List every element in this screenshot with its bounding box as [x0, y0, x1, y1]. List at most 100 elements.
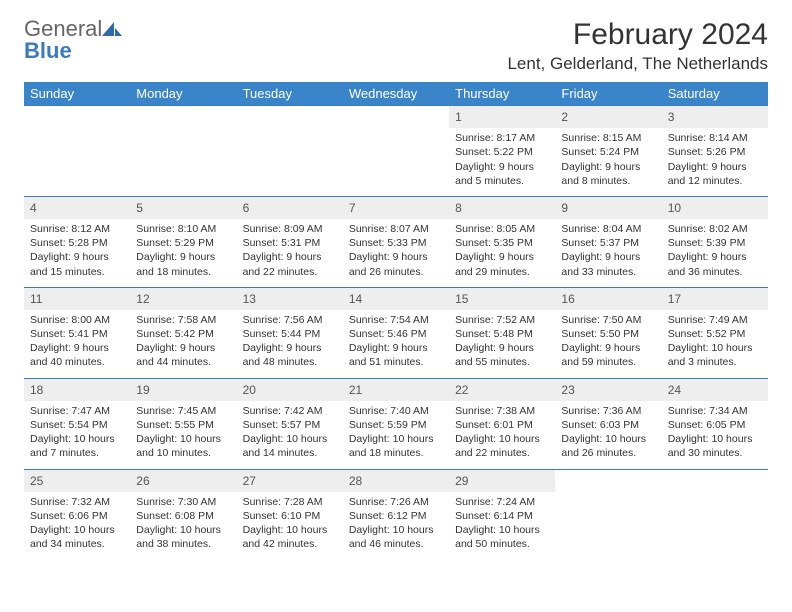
calendar-day-cell: 28Sunrise: 7:26 AMSunset: 6:12 PMDayligh… — [343, 469, 449, 559]
sunrise-text: Sunrise: 8:15 AM — [561, 131, 655, 145]
calendar-week-row: 11Sunrise: 8:00 AMSunset: 5:41 PMDayligh… — [24, 287, 768, 378]
calendar-empty-cell — [237, 106, 343, 197]
day-number: 16 — [555, 288, 661, 310]
daylight-text: Daylight: 10 hours — [561, 432, 655, 446]
sunrise-text: Sunrise: 8:05 AM — [455, 222, 549, 236]
sunrise-text: Sunrise: 7:38 AM — [455, 404, 549, 418]
sunrise-text: Sunrise: 7:52 AM — [455, 313, 549, 327]
day-number: 18 — [24, 379, 130, 401]
daylight-text: and 26 minutes. — [561, 446, 655, 460]
day-body: Sunrise: 8:17 AMSunset: 5:22 PMDaylight:… — [449, 128, 555, 196]
day-number: 11 — [24, 288, 130, 310]
day-number: 14 — [343, 288, 449, 310]
sunrise-text: Sunrise: 7:50 AM — [561, 313, 655, 327]
calendar-day-cell: 19Sunrise: 7:45 AMSunset: 5:55 PMDayligh… — [130, 378, 236, 469]
daylight-text: Daylight: 9 hours — [349, 341, 443, 355]
sunrise-text: Sunrise: 8:02 AM — [668, 222, 762, 236]
sunset-text: Sunset: 5:31 PM — [243, 236, 337, 250]
sunrise-text: Sunrise: 7:49 AM — [668, 313, 762, 327]
day-number: 1 — [449, 106, 555, 128]
sunset-text: Sunset: 6:10 PM — [243, 509, 337, 523]
day-body: Sunrise: 8:09 AMSunset: 5:31 PMDaylight:… — [237, 219, 343, 287]
day-body: Sunrise: 7:47 AMSunset: 5:54 PMDaylight:… — [24, 401, 130, 469]
day-body: Sunrise: 7:36 AMSunset: 6:03 PMDaylight:… — [555, 401, 661, 469]
location-text: Lent, Gelderland, The Netherlands — [507, 54, 768, 74]
day-body: Sunrise: 7:38 AMSunset: 6:01 PMDaylight:… — [449, 401, 555, 469]
sunrise-text: Sunrise: 8:17 AM — [455, 131, 549, 145]
sunset-text: Sunset: 5:29 PM — [136, 236, 230, 250]
sunset-text: Sunset: 6:06 PM — [30, 509, 124, 523]
calendar-day-cell: 7Sunrise: 8:07 AMSunset: 5:33 PMDaylight… — [343, 196, 449, 287]
calendar-empty-cell — [130, 106, 236, 197]
day-header: Wednesday — [343, 82, 449, 106]
calendar-week-row: 4Sunrise: 8:12 AMSunset: 5:28 PMDaylight… — [24, 196, 768, 287]
calendar-day-cell: 2Sunrise: 8:15 AMSunset: 5:24 PMDaylight… — [555, 106, 661, 197]
day-body: Sunrise: 7:56 AMSunset: 5:44 PMDaylight:… — [237, 310, 343, 378]
sunrise-text: Sunrise: 7:34 AM — [668, 404, 762, 418]
day-number: 7 — [343, 197, 449, 219]
daylight-text: Daylight: 9 hours — [243, 250, 337, 264]
day-header: Saturday — [662, 82, 768, 106]
calendar-empty-cell — [343, 106, 449, 197]
daylight-text: and 36 minutes. — [668, 265, 762, 279]
logo-text: General Blue — [24, 18, 122, 62]
day-number: 24 — [662, 379, 768, 401]
sunrise-text: Sunrise: 7:40 AM — [349, 404, 443, 418]
calendar-day-cell: 9Sunrise: 8:04 AMSunset: 5:37 PMDaylight… — [555, 196, 661, 287]
daylight-text: and 3 minutes. — [668, 355, 762, 369]
daylight-text: and 12 minutes. — [668, 174, 762, 188]
daylight-text: Daylight: 9 hours — [30, 341, 124, 355]
day-body: Sunrise: 8:05 AMSunset: 5:35 PMDaylight:… — [449, 219, 555, 287]
calendar-day-cell: 24Sunrise: 7:34 AMSunset: 6:05 PMDayligh… — [662, 378, 768, 469]
calendar-day-cell: 29Sunrise: 7:24 AMSunset: 6:14 PMDayligh… — [449, 469, 555, 559]
calendar-day-cell: 13Sunrise: 7:56 AMSunset: 5:44 PMDayligh… — [237, 287, 343, 378]
sunrise-text: Sunrise: 7:24 AM — [455, 495, 549, 509]
day-number: 4 — [24, 197, 130, 219]
sunset-text: Sunset: 5:28 PM — [30, 236, 124, 250]
daylight-text: Daylight: 10 hours — [243, 432, 337, 446]
sunset-text: Sunset: 5:24 PM — [561, 145, 655, 159]
daylight-text: and 29 minutes. — [455, 265, 549, 279]
sunset-text: Sunset: 5:52 PM — [668, 327, 762, 341]
sunset-text: Sunset: 5:33 PM — [349, 236, 443, 250]
header: General Blue February 2024 Lent, Gelderl… — [24, 18, 768, 74]
day-body: Sunrise: 7:42 AMSunset: 5:57 PMDaylight:… — [237, 401, 343, 469]
calendar-day-cell: 25Sunrise: 7:32 AMSunset: 6:06 PMDayligh… — [24, 469, 130, 559]
logo-text-blue: Blue — [24, 38, 72, 63]
calendar-table: SundayMondayTuesdayWednesdayThursdayFrid… — [24, 82, 768, 559]
day-number: 23 — [555, 379, 661, 401]
day-body: Sunrise: 7:50 AMSunset: 5:50 PMDaylight:… — [555, 310, 661, 378]
sunset-text: Sunset: 5:57 PM — [243, 418, 337, 432]
daylight-text: and 7 minutes. — [30, 446, 124, 460]
daylight-text: Daylight: 9 hours — [136, 341, 230, 355]
calendar-day-cell: 17Sunrise: 7:49 AMSunset: 5:52 PMDayligh… — [662, 287, 768, 378]
calendar-day-cell: 14Sunrise: 7:54 AMSunset: 5:46 PMDayligh… — [343, 287, 449, 378]
day-body: Sunrise: 7:34 AMSunset: 6:05 PMDaylight:… — [662, 401, 768, 469]
sunset-text: Sunset: 5:44 PM — [243, 327, 337, 341]
day-body: Sunrise: 7:40 AMSunset: 5:59 PMDaylight:… — [343, 401, 449, 469]
daylight-text: Daylight: 10 hours — [243, 523, 337, 537]
calendar-week-row: 1Sunrise: 8:17 AMSunset: 5:22 PMDaylight… — [24, 106, 768, 197]
daylight-text: Daylight: 9 hours — [668, 160, 762, 174]
sunrise-text: Sunrise: 7:28 AM — [243, 495, 337, 509]
sunrise-text: Sunrise: 8:04 AM — [561, 222, 655, 236]
day-body: Sunrise: 8:15 AMSunset: 5:24 PMDaylight:… — [555, 128, 661, 196]
calendar-day-cell: 26Sunrise: 7:30 AMSunset: 6:08 PMDayligh… — [130, 469, 236, 559]
daylight-text: Daylight: 10 hours — [455, 523, 549, 537]
daylight-text: and 22 minutes. — [243, 265, 337, 279]
day-number: 15 — [449, 288, 555, 310]
daylight-text: Daylight: 10 hours — [30, 432, 124, 446]
daylight-text: and 42 minutes. — [243, 537, 337, 551]
sunrise-text: Sunrise: 7:30 AM — [136, 495, 230, 509]
daylight-text: and 18 minutes. — [136, 265, 230, 279]
sail-icon — [102, 18, 122, 40]
daylight-text: and 44 minutes. — [136, 355, 230, 369]
day-body: Sunrise: 8:10 AMSunset: 5:29 PMDaylight:… — [130, 219, 236, 287]
sunset-text: Sunset: 6:05 PM — [668, 418, 762, 432]
daylight-text: Daylight: 9 hours — [668, 250, 762, 264]
daylight-text: and 38 minutes. — [136, 537, 230, 551]
calendar-day-cell: 11Sunrise: 8:00 AMSunset: 5:41 PMDayligh… — [24, 287, 130, 378]
day-header: Thursday — [449, 82, 555, 106]
sunrise-text: Sunrise: 8:14 AM — [668, 131, 762, 145]
sunset-text: Sunset: 5:48 PM — [455, 327, 549, 341]
